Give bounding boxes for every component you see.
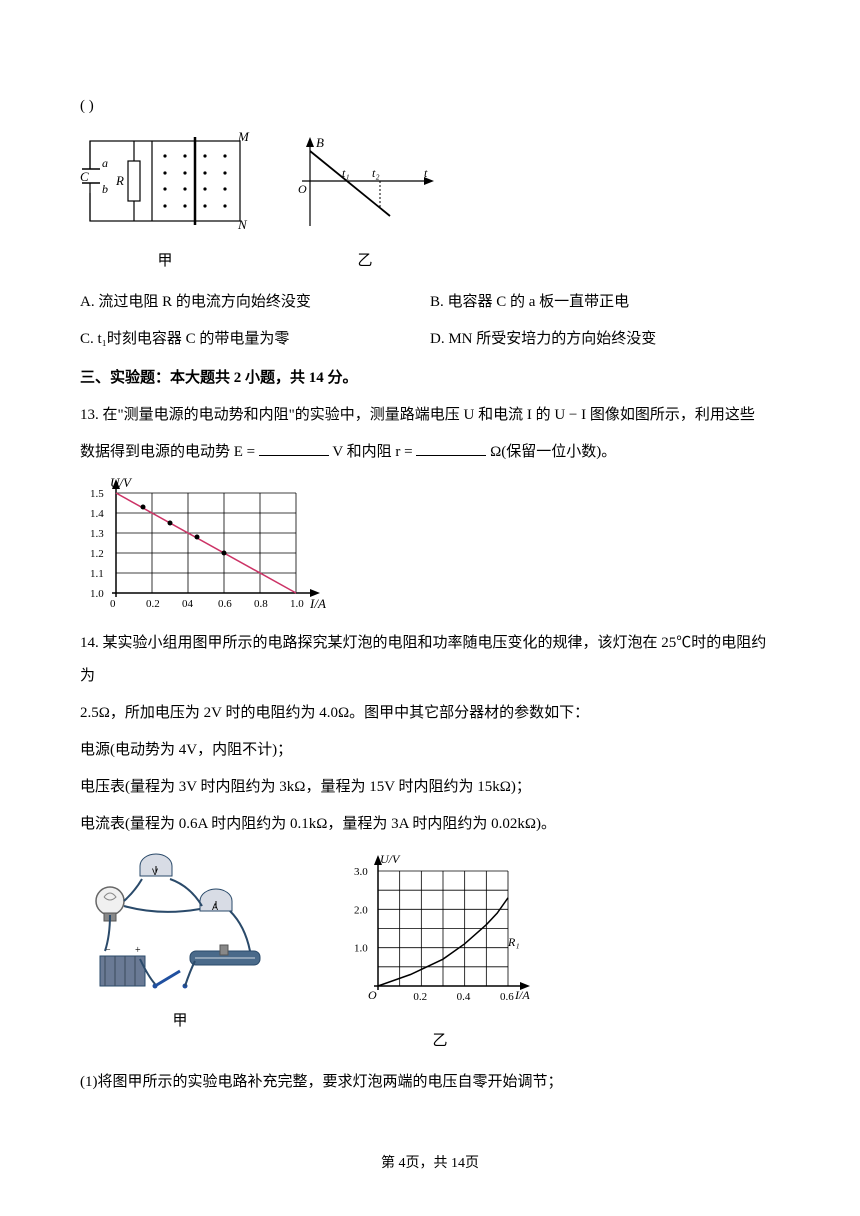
svg-text:1.1: 1.1 [90, 568, 104, 580]
option-a: A. 流过电阻 R 的电流方向始终没变 [80, 286, 430, 319]
svg-text:0: 0 [110, 598, 116, 610]
fig-uv-caption: 乙 [340, 1025, 540, 1058]
svg-text:1.2: 1.2 [90, 548, 104, 560]
svg-text:1.0: 1.0 [290, 598, 304, 610]
svg-text:0.8: 0.8 [254, 598, 268, 610]
q14-line1: 14. 某实验小组用图甲所示的电路探究某灯泡的电阻和功率随电压变化的规律，该灯泡… [80, 627, 780, 693]
svg-text:t₁: t₁ [342, 166, 350, 180]
fig-bt-wrap: B O t t₁ t₂ 乙 [290, 131, 440, 278]
fig-circuit2: − + V A [80, 851, 280, 1001]
fig-circuit: C a b R M N [80, 131, 250, 241]
q14-line5: 电流表(量程为 0.6A 时内阻约为 0.1kΩ，量程为 3A 时内阻约为 0.… [80, 808, 780, 841]
fig-bt-caption: 乙 [290, 245, 440, 278]
q14-sub1: (1)将图甲所示的实验电路补充完整，要求灯泡两端的电压自零开始调节； [80, 1066, 780, 1099]
q13-mid: V 和内阻 r = [332, 444, 412, 460]
blank-r[interactable] [416, 441, 486, 456]
answer-marker: ( ) [80, 90, 780, 123]
svg-text:0.4: 0.4 [457, 991, 471, 1003]
svg-text:2.0: 2.0 [354, 904, 368, 916]
q14-figures: − + V A [80, 851, 780, 1058]
blank-emf[interactable] [259, 441, 329, 456]
option-d: D. MN 所受安培力的方向始终没变 [430, 323, 780, 356]
svg-text:0.6: 0.6 [500, 991, 514, 1003]
uv-graph: 1.0 2.0 3.0 0.2 0.4 0.6 U/V I/A O R₁ [340, 851, 540, 1021]
q14-line4: 电压表(量程为 3V 时内阻约为 3kΩ，量程为 15V 时内阻约为 15kΩ)… [80, 771, 780, 804]
svg-text:V: V [152, 867, 158, 877]
q13-pre: 数据得到电源的电动势 E = [80, 444, 255, 460]
q14-line3: 电源(电动势为 4V，内阻不计)； [80, 734, 780, 767]
svg-text:R₁: R₁ [507, 935, 520, 949]
svg-text:0.2: 0.2 [413, 991, 427, 1003]
option-b: B. 电容器 C 的 a 板一直带正电 [430, 286, 780, 319]
section-head: 三、实验题：本大题共 2 小题，共 14 分。 [80, 362, 780, 395]
svg-text:b: b [102, 182, 108, 196]
page-footer: 第 4页，共 14页 [0, 1149, 860, 1180]
option-c: C. t₁时刻电容器 C 的带电量为零 [80, 323, 430, 356]
svg-text:A: A [212, 902, 218, 912]
svg-text:a: a [102, 156, 108, 170]
q13-line2: 数据得到电源的电动势 E = V 和内阻 r = Ω(保留一位小数)。 [80, 436, 780, 469]
svg-text:3.0: 3.0 [354, 866, 368, 878]
svg-text:t₂: t₂ [372, 166, 380, 180]
svg-text:U/V: U/V [380, 852, 401, 866]
svg-text:1.0: 1.0 [90, 588, 104, 600]
ui-graph: 1.01.11.21.31.41.500.2040.60.81.0 U/V I/… [80, 473, 340, 623]
svg-text:1.3: 1.3 [90, 528, 104, 540]
svg-text:1.4: 1.4 [90, 508, 104, 520]
svg-text:1.5: 1.5 [90, 488, 104, 500]
svg-text:M: M [237, 131, 250, 144]
q13-post: Ω(保留一位小数)。 [490, 444, 616, 460]
fig-circuit2-caption: 甲 [80, 1005, 280, 1038]
options-row-cd: C. t₁时刻电容器 C 的带电量为零 D. MN 所受安培力的方向始终没变 [80, 323, 780, 356]
options-row-ab: A. 流过电阻 R 的电流方向始终没变 B. 电容器 C 的 a 板一直带正电 [80, 286, 780, 319]
svg-text:04: 04 [182, 598, 194, 610]
svg-text:1.0: 1.0 [354, 943, 368, 955]
svg-text:0.2: 0.2 [146, 598, 160, 610]
ui-xlabel: I/A [309, 596, 326, 611]
fig-bt-graph: B O t t₁ t₂ [290, 131, 440, 241]
svg-text:0.6: 0.6 [218, 598, 232, 610]
fig-circuit-caption: 甲 [80, 245, 250, 278]
svg-text:C: C [80, 169, 89, 184]
fig-circuit2-wrap: − + V A [80, 851, 280, 1038]
svg-text:B: B [316, 135, 324, 150]
svg-text:N: N [237, 217, 248, 232]
svg-text:+: + [135, 945, 141, 956]
q14-line2: 2.5Ω，所加电压为 2V 时的电阻约为 4.0Ω。图甲中其它部分器材的参数如下… [80, 697, 780, 730]
svg-text:O: O [298, 182, 307, 196]
fig-uv-wrap: 1.0 2.0 3.0 0.2 0.4 0.6 U/V I/A O R₁ 乙 [340, 851, 540, 1058]
fig-circuit-caption-wrap: C a b R M N 甲 [80, 131, 250, 278]
q13-line1: 13. 在"测量电源的电动势和内阻"的实验中，测量路端电压 U 和电流 I 的 … [80, 399, 780, 432]
svg-text:I/A: I/A [514, 988, 530, 1002]
problem12-figures: C a b R M N 甲 [80, 131, 780, 278]
svg-text:t: t [424, 166, 428, 180]
svg-text:R: R [115, 173, 124, 188]
svg-text:O: O [368, 988, 377, 1002]
